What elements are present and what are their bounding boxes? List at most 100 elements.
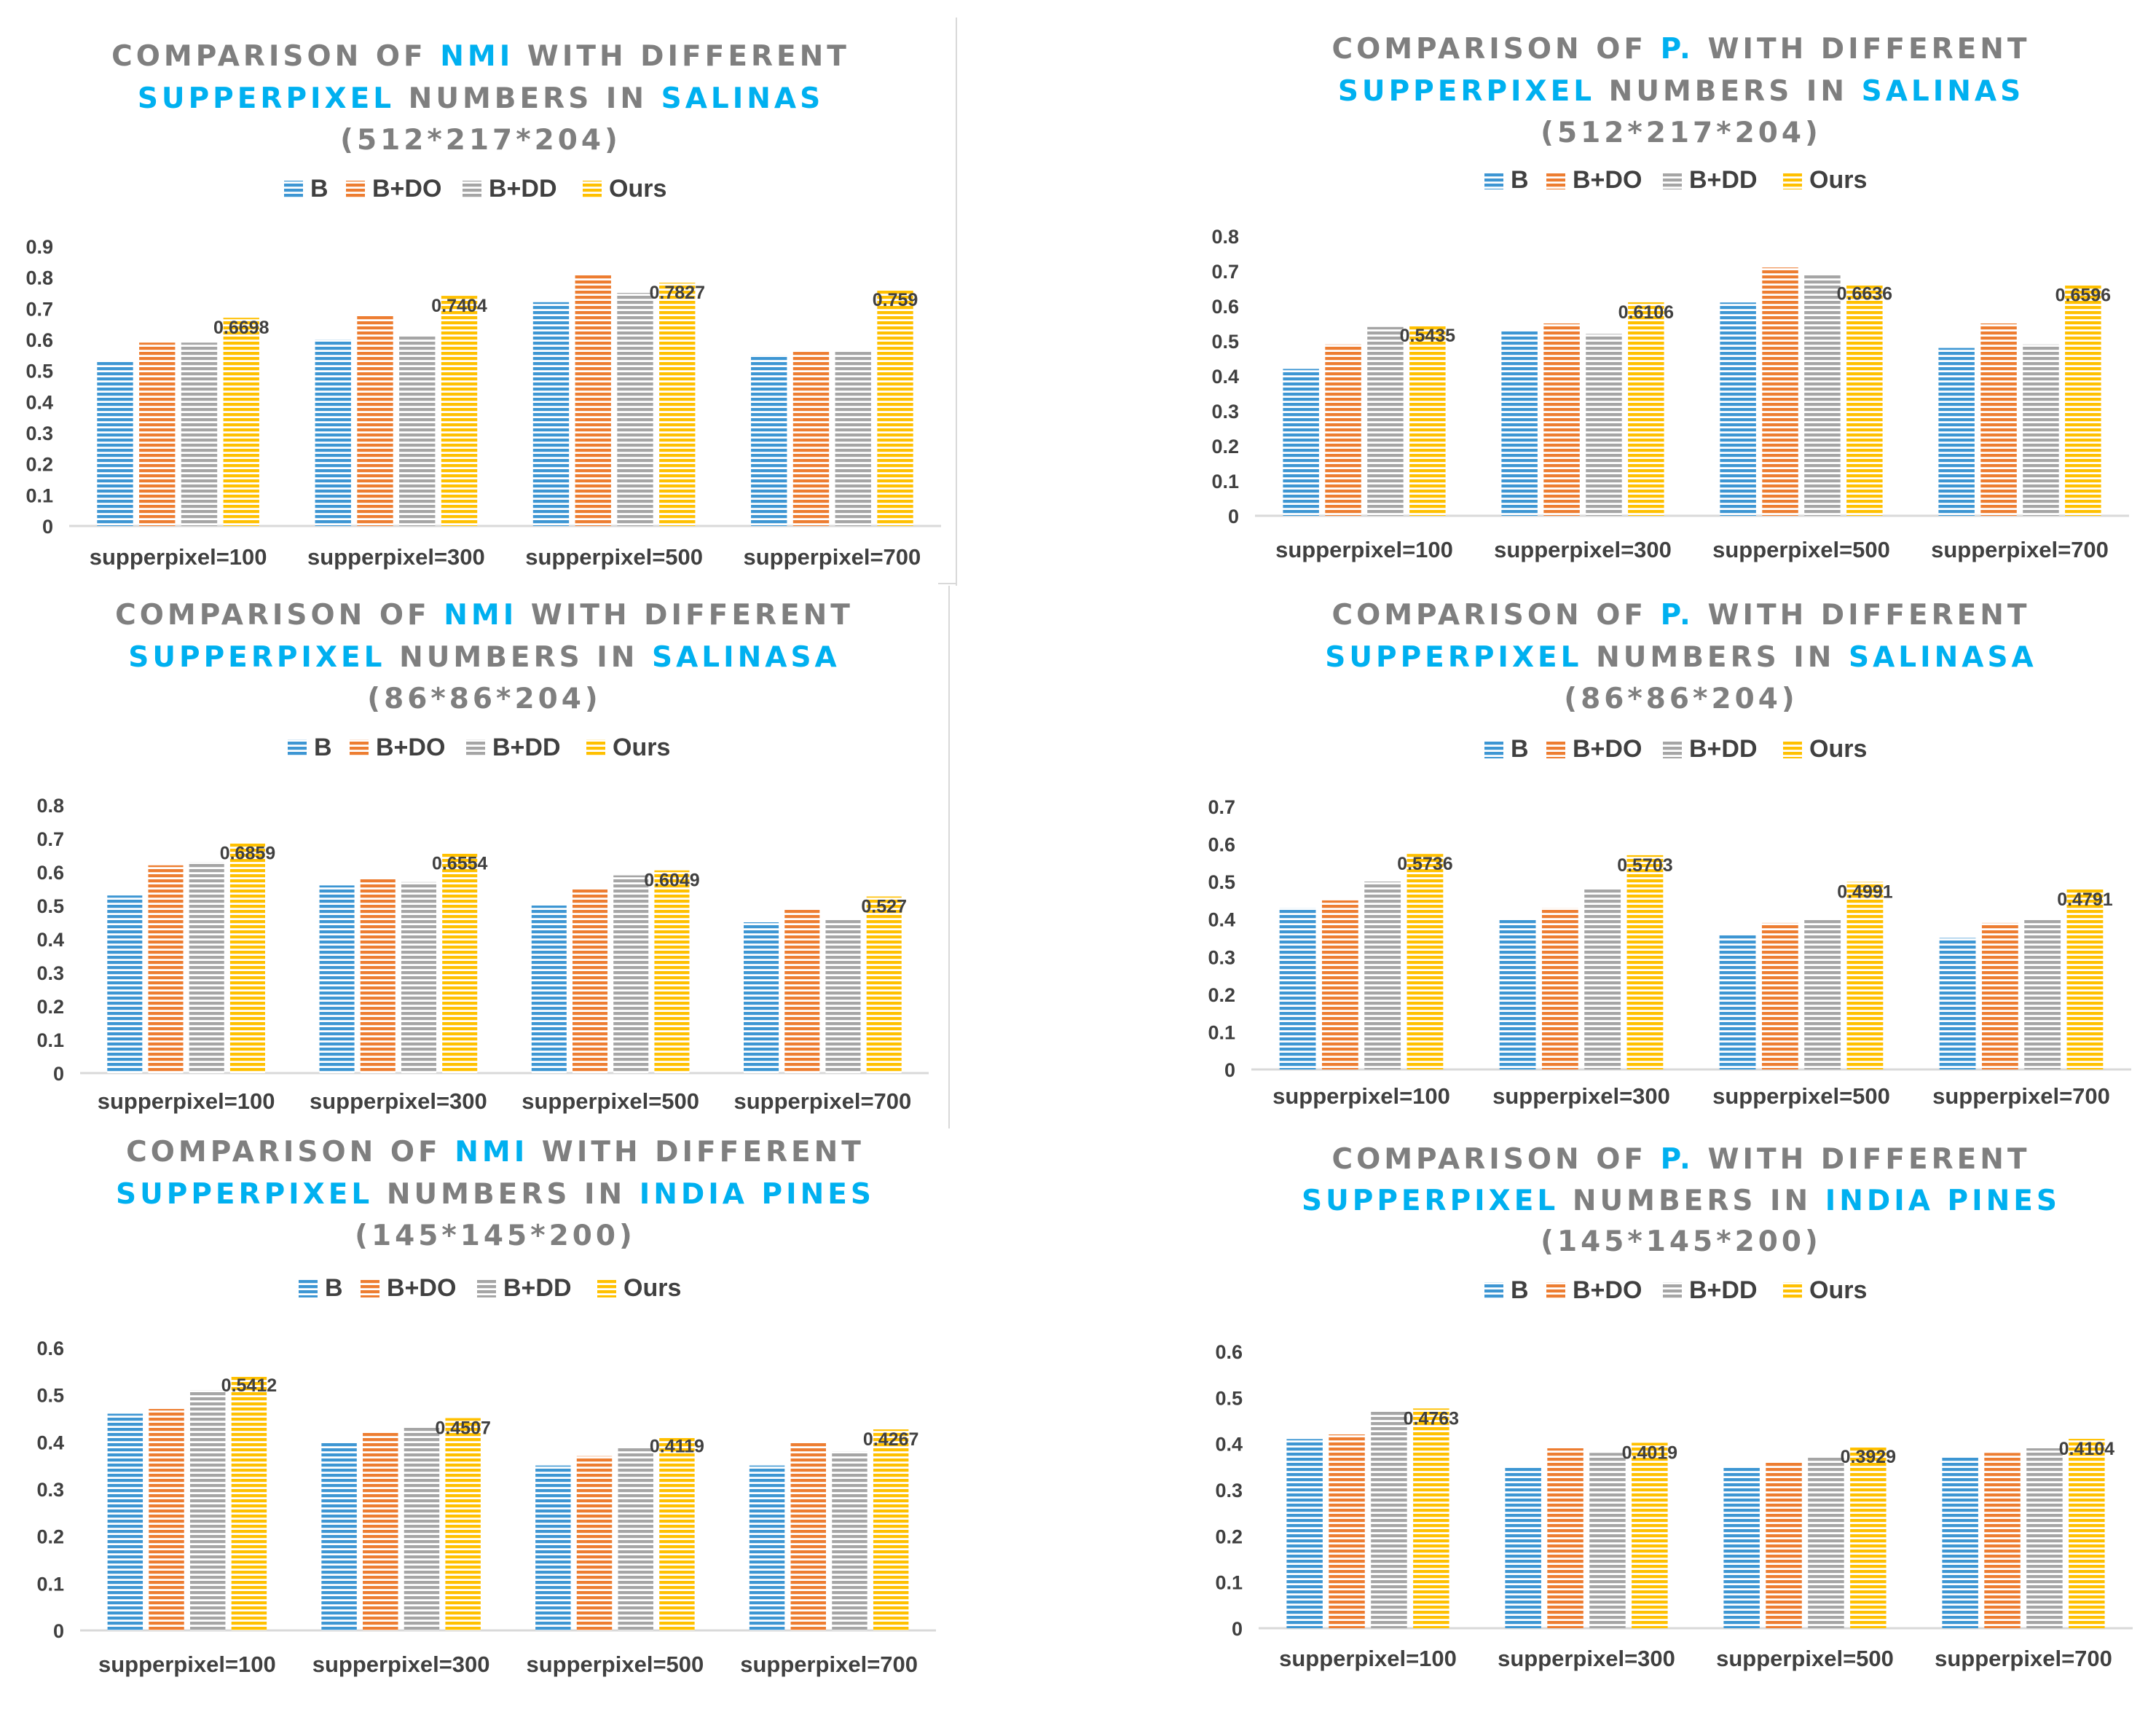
x-tick-label: supperpixel=300 [1498,1646,1675,1671]
chart-title-line: SUPPERPIXEL NUMBERS IN INDIA PINES [116,1178,875,1211]
title-highlight: SALINASA [652,641,841,674]
title-segment: COMPARISON OF [1331,1143,1660,1176]
legend-item-bplusdd: B+DD [463,175,557,203]
y-tick-label: 0.5 [36,895,64,917]
title-highlight: SUPPERPIXEL [1302,1185,1559,1217]
legend-swatch [1484,741,1503,758]
y-tick-label: 0.3 [1211,401,1239,423]
title-segment: WITH DIFFERENT [1694,599,2031,632]
legend-swatch [466,739,485,757]
legend-item-bplusdo: B+DO [361,1274,456,1302]
y-tick-label: 0.7 [36,828,64,850]
chart-panel-nmi-india-pines: COMPARISON OF NMI WITH DIFFERENT SUPPERPI… [0,1122,956,1708]
title-highlight: INDIA PINES [640,1178,875,1211]
bar-ours-supperpixel-500 [1850,1447,1886,1628]
bar-b-plus-do-supperpixel-100 [148,865,184,1073]
title-highlight: P. [1661,33,1694,66]
x-tick-label: supperpixel=300 [307,544,485,570]
chart-panel-p-india-pines: COMPARISON OF P. WITH DIFFERENT SUPPERPIX… [1200,1136,2156,1708]
y-tick-label: 0.5 [1211,331,1239,353]
bar-b-plus-do-supperpixel-100 [139,342,176,526]
bar-b-supperpixel-300 [321,1442,357,1630]
x-tick-label: supperpixel=500 [522,1088,699,1114]
bar-b-plus-do-supperpixel-500 [576,1456,613,1630]
title-segment: WITH DIFFERENT [1694,33,2031,66]
bar-ours-supperpixel-700 [866,896,902,1073]
chart-title: COMPARISON OF NMI WITH DIFFERENT SUPPERPI… [111,40,846,157]
y-tick-label: 0.7 [25,298,53,320]
y-tick-label: 0.6 [36,862,64,884]
data-label-ours: 0.4991 [1837,882,1893,903]
bar-b-plus-do-supperpixel-500 [1761,922,1798,1069]
legend-item-b: B [1484,166,1529,194]
bar-ours-supperpixel-300 [442,853,478,1073]
title-segment: NUMBERS IN [386,641,653,674]
x-tick-label: supperpixel=300 [1494,537,1672,562]
legend-item-bplusdd: B+DD [1663,1276,1758,1304]
bar-b-plus-dd-supperpixel-100 [1364,881,1401,1069]
legend-swatch [477,1280,496,1297]
y-axis: 0 0.1 0.2 0.3 0.4 0.5 0.6 0.7 0.8 [1211,226,1239,527]
bar-b-plus-do-supperpixel-700 [1980,323,2017,516]
bar-b-supperpixel-500 [1719,934,1756,1069]
bar-b-plus-dd-supperpixel-300 [401,881,437,1073]
legend-item-b: B [1484,735,1529,763]
y-tick-label: 0.3 [25,423,53,444]
legend-swatch [1484,1282,1503,1300]
x-tick-label: supperpixel=100 [1279,1646,1457,1671]
bar-b-supperpixel-100 [1286,1439,1323,1628]
data-label-ours: 0.4763 [1404,1408,1459,1429]
title-segment: COMPARISON OF [115,599,444,632]
data-label-ours: 0.4267 [863,1429,918,1450]
legend-item-bplusdo: B+DO [350,734,445,761]
legend-swatch [586,739,605,757]
y-tick-label: 0 [53,1063,64,1085]
y-tick-label: 0.3 [36,962,64,984]
legend-item-bplusdo: B+DO [1546,1276,1642,1304]
bar-b-plus-do-supperpixel-700 [792,352,830,526]
legend-item-ours: Ours [597,1274,681,1302]
bar-ours-supperpixel-100 [223,318,259,526]
y-tick-label: 0.8 [36,795,64,817]
chart-legend: B B+DO B+DD Ours [1484,1276,1867,1304]
chart-p-salinas: COMPARISON OF P. WITH DIFFERENT SUPPERPIX… [1211,33,2129,562]
bar-ours-supperpixel-300 [441,296,478,526]
data-label-ours: 0.5412 [221,1375,277,1396]
data-label-ours: 0.4019 [1622,1442,1677,1463]
legend-swatch [463,181,481,198]
y-tick-label: 0.2 [36,1526,64,1548]
x-tick-label: supperpixel=700 [743,544,921,570]
legend-label: Ours [623,1274,681,1302]
chart-nmi-salinas: COMPARISON OF NMI WITH DIFFERENT SUPPERPI… [25,40,941,570]
bar-b-supperpixel-500 [1720,302,1756,516]
data-label-ours: 0.4791 [2057,890,2113,910]
y-tick-label: 0 [1228,506,1239,527]
legend-swatch [284,181,303,198]
legend-swatch [597,1280,616,1297]
bar-b-supperpixel-300 [1501,330,1538,516]
panel-divider-vertical-middle [948,586,950,1128]
bar-b-plus-do-supperpixel-300 [1541,908,1578,1069]
y-tick-label: 0.8 [25,267,53,289]
y-tick-label: 0.5 [25,361,53,382]
chart-title-line: (86*86*204) [1564,683,1798,715]
x-tick-label: supperpixel=500 [526,1652,704,1677]
bar-b-plus-do-supperpixel-300 [357,314,393,526]
title-segment: WITH DIFFERENT [1694,1143,2031,1176]
title-highlight: INDIA PINES [1825,1185,2061,1217]
y-tick-label: 0.4 [36,1432,64,1453]
y-axis: 0 0.1 0.2 0.3 0.4 0.5 0.6 [1215,1341,1243,1640]
bar-ours-supperpixel-700 [877,290,913,526]
chart-panel-p-salinasa: COMPARISON OF P. WITH DIFFERENT SUPPERPIX… [1200,568,2156,1136]
y-tick-label: 0.5 [1208,871,1235,893]
data-label-ours: 0.6106 [1618,302,1674,323]
bar-b-supperpixel-500 [535,1465,571,1630]
bar-b-supperpixel-500 [532,302,570,526]
chart-panel-nmi-salinas: COMPARISON OF NMI WITH DIFFERENT SUPPERPI… [0,0,956,583]
legend-label: B+DO [1573,735,1642,763]
y-tick-label: 0.7 [1208,796,1235,818]
legend-swatch [1663,741,1682,758]
bar-b-plus-do-supperpixel-700 [1984,1453,2021,1628]
bar-b-supperpixel-100 [1283,369,1319,516]
legend-item-bplusdd: B+DD [1663,735,1758,763]
